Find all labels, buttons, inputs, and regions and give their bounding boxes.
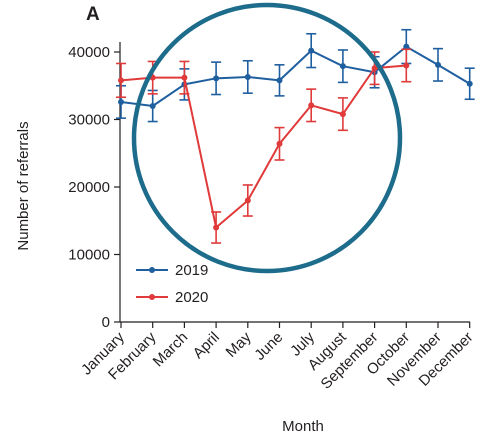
data-point-2020-may <box>244 197 251 204</box>
data-point-2020-august <box>339 111 346 118</box>
y-tick-label: 10000 <box>68 247 110 264</box>
x-tick-label-may: May <box>223 328 255 360</box>
x-axis-title: Month <box>282 418 324 435</box>
y-tick-label: 20000 <box>68 179 110 196</box>
data-point-2019-february <box>149 103 156 109</box>
data-point-2020-april <box>213 224 220 231</box>
highlight-circle <box>131 2 403 274</box>
data-point-2019-june <box>276 77 283 84</box>
x-tick-label-april: April <box>190 329 223 362</box>
y-tick-label: 40000 <box>68 44 110 61</box>
y-tick-label: 30000 <box>68 112 110 129</box>
panel-label: A <box>86 4 100 25</box>
series-line-2019 <box>120 45 471 107</box>
data-point-2020-june <box>276 140 283 147</box>
y-axis-title: Number of referrals <box>15 121 32 250</box>
data-point-2019-november <box>435 61 441 68</box>
legend-entry-2019: 2019 <box>136 262 208 279</box>
x-tick-label-june: June <box>251 329 286 364</box>
series-2020 <box>116 48 412 244</box>
y-tick-label: 0 <box>102 314 110 331</box>
legend-label: 2020 <box>175 289 208 306</box>
data-point-2019-october <box>403 43 410 50</box>
data-point-2019-april <box>213 75 220 82</box>
legend-entry-2020: 2020 <box>136 289 208 306</box>
legend-label: 2019 <box>175 262 208 279</box>
legend-marker <box>149 294 155 300</box>
data-point-2020-september <box>371 65 378 72</box>
data-point-2019-december <box>466 80 473 87</box>
data-point-2020-july <box>308 102 315 109</box>
series-2019 <box>116 28 475 123</box>
data-point-2020-january <box>118 77 124 84</box>
data-point-2019-may <box>244 73 251 80</box>
data-point-2020-march <box>181 74 188 81</box>
data-point-2019-january <box>118 98 124 105</box>
legend-marker <box>149 267 155 273</box>
data-point-2019-august <box>339 63 346 70</box>
series-line-2020 <box>120 64 407 229</box>
data-point-2020-october <box>403 62 410 69</box>
x-tick-label-march: March <box>150 329 191 370</box>
data-point-2019-july <box>308 47 315 54</box>
